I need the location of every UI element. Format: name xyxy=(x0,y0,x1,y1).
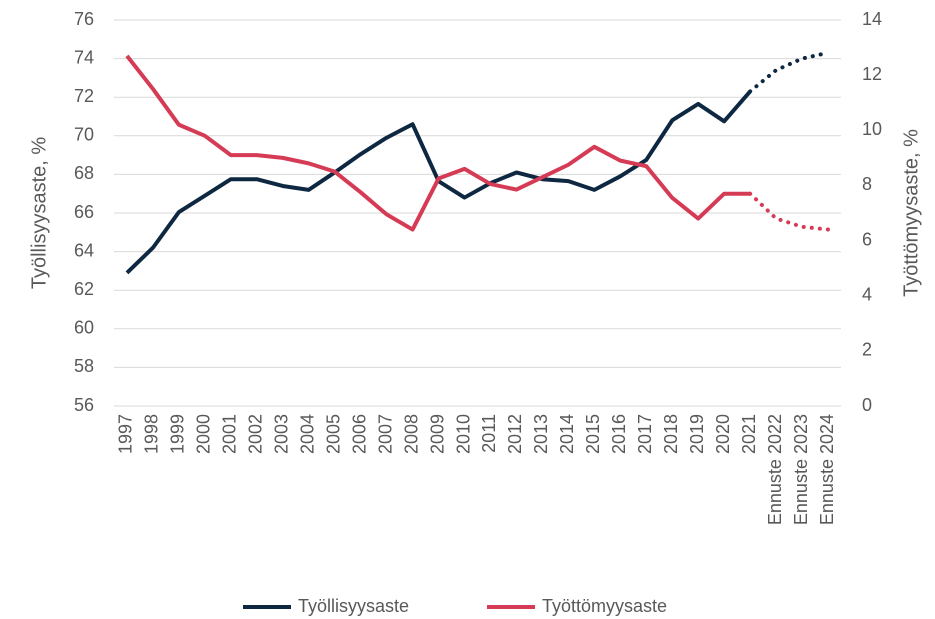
y-tick-label: 70 xyxy=(74,125,94,145)
x-tick-label: 2015 xyxy=(583,414,603,454)
forecast-line xyxy=(748,50,831,94)
y2-tick-label: 8 xyxy=(862,174,872,194)
y2-tick-label: 10 xyxy=(862,119,882,139)
x-tick-label: 2004 xyxy=(297,414,317,454)
y2-tick-label: 6 xyxy=(862,229,872,249)
x-tick-label: 2005 xyxy=(323,414,343,454)
x-tick-label: Ennuste 2023 xyxy=(791,414,811,525)
x-tick-label: 2007 xyxy=(375,414,395,454)
x-tick-label: 2008 xyxy=(401,414,421,454)
x-tick-label: 2016 xyxy=(609,414,629,454)
y2-tick-label: 12 xyxy=(862,64,882,84)
series-line xyxy=(125,54,751,232)
legend-label: Työttömyysaste xyxy=(542,596,667,616)
x-tick-label: Ennuste 2022 xyxy=(765,414,785,525)
y2-tick-label: 0 xyxy=(862,395,872,415)
x-tick-label: 2010 xyxy=(453,414,473,454)
y-tick-label: 76 xyxy=(74,9,94,29)
legend-label: Työllisyysaste xyxy=(298,596,409,616)
y-tick-label: 64 xyxy=(74,240,94,260)
y-tick-label: 74 xyxy=(74,47,94,67)
y2-axis-title: Työttömyysaste, % xyxy=(900,129,922,297)
y-tick-label: 58 xyxy=(74,356,94,376)
x-tick-label: 2003 xyxy=(272,414,292,454)
x-tick-label: 2013 xyxy=(531,414,551,454)
x-tick-label: 2019 xyxy=(687,414,707,454)
x-tick-label: 2018 xyxy=(661,414,681,454)
x-tick-label: 2014 xyxy=(557,414,577,454)
y-tick-label: 56 xyxy=(74,395,94,415)
y-tick-label: 62 xyxy=(74,279,94,299)
x-tick-label: 2020 xyxy=(713,414,733,454)
y2-tick-label: 4 xyxy=(862,284,872,304)
y2-tick-label: 2 xyxy=(862,340,872,360)
y-axis-title: Työllisyysaste, % xyxy=(28,137,50,289)
x-tick-label: 2011 xyxy=(479,414,499,453)
forecast-line xyxy=(748,191,831,232)
y-tick-label: 60 xyxy=(74,318,94,338)
y2-tick-label: 14 xyxy=(862,9,882,29)
x-tick-label: 1998 xyxy=(142,414,162,454)
y-tick-label: 72 xyxy=(74,86,94,106)
y-tick-label: 66 xyxy=(74,202,94,222)
x-tick-label: 2012 xyxy=(505,414,525,454)
x-tick-label: 2009 xyxy=(427,414,447,454)
x-tick-label: 1999 xyxy=(168,414,188,454)
x-tick-label: 2000 xyxy=(194,414,214,454)
x-tick-label: 1997 xyxy=(116,414,136,454)
x-tick-label: 2017 xyxy=(635,414,655,454)
x-tick-label: 2021 xyxy=(739,414,759,454)
y-tick-label: 68 xyxy=(74,163,94,183)
x-tick-label: 2002 xyxy=(246,414,266,454)
x-tick-label: 2006 xyxy=(349,414,369,454)
x-tick-label: Ennuste 2024 xyxy=(817,414,837,525)
x-tick-label: 2001 xyxy=(220,414,240,454)
